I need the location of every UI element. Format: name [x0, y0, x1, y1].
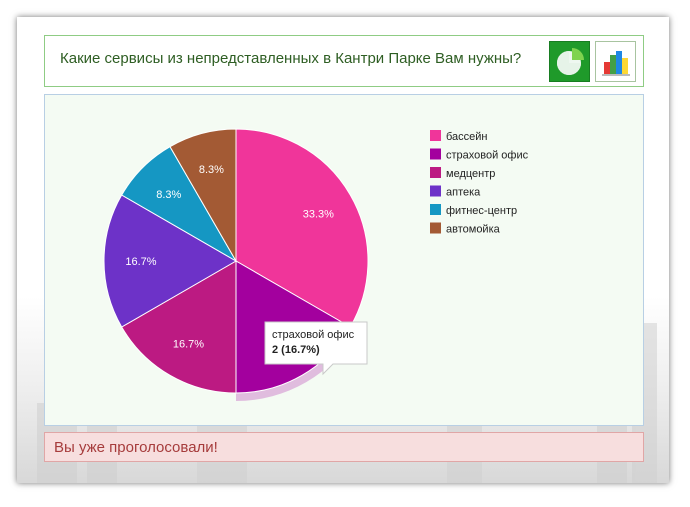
tooltip-box	[264, 321, 368, 376]
legend-label-4: фитнес-центр	[446, 205, 517, 217]
pie-slice-2[interactable]	[121, 260, 237, 394]
bar-chart-icon	[602, 51, 630, 76]
legend-label-1: страховой офис	[446, 150, 529, 162]
pie-chart: 33.3%16.7%16.7%16.7%8.3%8.3%бассейнстрах…	[103, 128, 529, 401]
tooltip-label: страховой офис	[272, 329, 355, 341]
legend-label-3: аптека	[446, 187, 481, 199]
legend-label-2: медцентр	[446, 168, 495, 180]
pie-slice-3[interactable]	[103, 194, 238, 328]
pie-slice-5[interactable]	[169, 128, 237, 263]
alert-text: Вы уже проголосовали!	[54, 439, 218, 456]
legend-swatch-3	[430, 185, 441, 197]
pie-chart-button[interactable]	[549, 41, 590, 82]
question-header: Какие сервисы из непредставленных в Кант…	[44, 35, 644, 87]
legend-item-3[interactable]: аптека	[430, 185, 481, 199]
tooltip-value: 2 (16.7%)	[272, 344, 320, 356]
slice-percent-label-3: 16.7%	[125, 256, 156, 268]
legend-item-5[interactable]: автомойка	[430, 222, 501, 236]
legend-swatch-5	[430, 222, 441, 234]
legend-item-4[interactable]: фитнес-центр	[430, 204, 517, 217]
legend-item-0[interactable]: бассейн	[430, 130, 488, 143]
legend-swatch-2	[430, 167, 441, 178]
already-voted-alert: Вы уже проголосовали!	[44, 432, 644, 462]
legend-swatch-1	[430, 148, 441, 160]
legend-item-1[interactable]: страховой офис	[430, 148, 529, 162]
legend-item-2[interactable]: медцентр	[430, 167, 495, 180]
bar-chart-button[interactable]	[595, 41, 636, 82]
slice-percent-label-4: 8.3%	[156, 189, 181, 201]
slice-tooltip: страховой офис 2 (16.7%)	[264, 321, 368, 376]
legend-swatch-0	[430, 130, 441, 141]
question-title: Какие сервисы из непредставленных в Кант…	[60, 50, 522, 67]
chart-panel: 33.3%16.7%16.7%16.7%8.3%8.3%бассейнстрах…	[44, 94, 644, 426]
legend-label-0: бассейн	[446, 131, 488, 143]
pie-chart-icon	[557, 48, 584, 75]
legend-label-5: автомойка	[446, 224, 501, 236]
slice-percent-label-2: 16.7%	[173, 338, 204, 350]
slice-percent-label-0: 33.3%	[303, 208, 334, 220]
legend-swatch-4	[430, 204, 441, 215]
pie-slice-0[interactable]	[235, 128, 369, 328]
slice-percent-label-5: 8.3%	[199, 164, 224, 176]
